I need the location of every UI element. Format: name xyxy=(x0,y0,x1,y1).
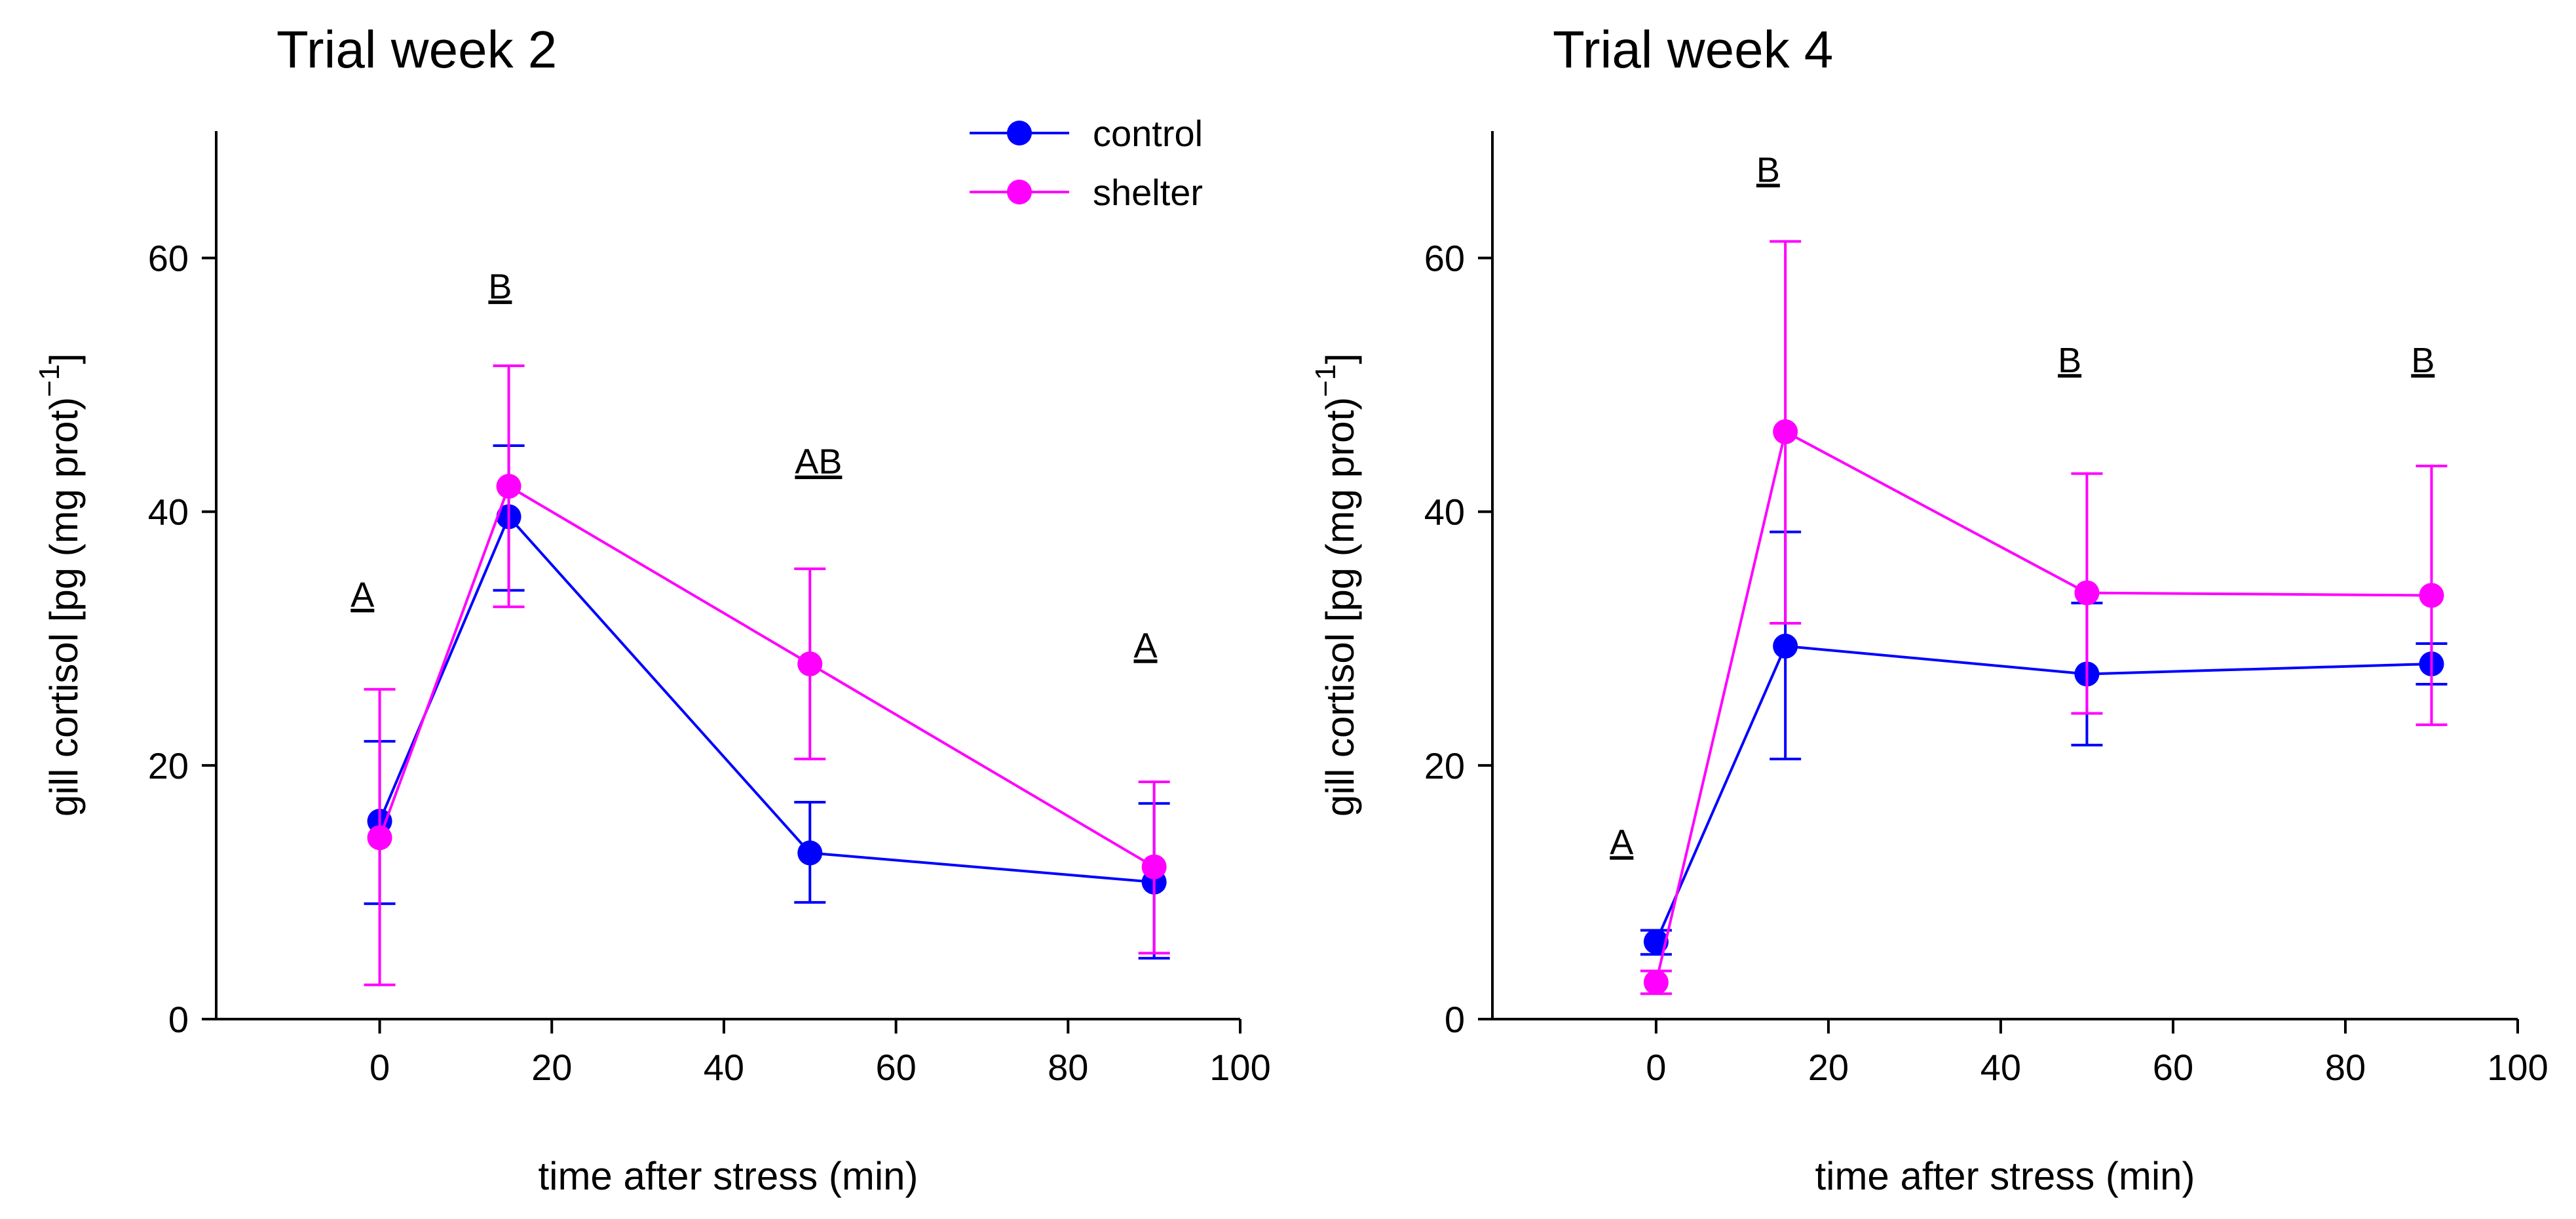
legend-marker-control xyxy=(1007,121,1032,145)
series-line-shelter xyxy=(1654,429,2432,983)
data-point-shelter xyxy=(1773,419,1798,444)
y-axis-label-superscript: −1 xyxy=(33,364,66,397)
data-point-shelter xyxy=(2419,583,2444,608)
y-axis-label: gill cortisol [pg (mg prot)−1] xyxy=(33,353,86,817)
y-tick-label: 40 xyxy=(148,492,189,533)
series-line-shelter xyxy=(378,484,1155,868)
significance-letter: B xyxy=(2058,341,2081,380)
x-tick-label: 20 xyxy=(1808,1047,1849,1088)
y-axis-label-close: ] xyxy=(1318,353,1362,364)
data-point-shelter xyxy=(797,651,823,676)
significance-letter: A xyxy=(1134,626,1158,665)
legend-label-control: control xyxy=(1093,113,1203,154)
y-tick-label: 20 xyxy=(148,745,189,786)
y-tick-label: 0 xyxy=(168,999,189,1040)
legend-marker-shelter xyxy=(1007,180,1032,204)
y-axis-label-main: gill cortisol [pg (mg prot) xyxy=(1318,397,1362,817)
chart-title: Trial week 2 xyxy=(276,20,557,79)
data-point-shelter xyxy=(1643,969,1669,995)
significance-letter: B xyxy=(2411,341,2434,380)
data-point-shelter xyxy=(367,825,392,851)
y-tick-label: 0 xyxy=(1445,999,1465,1040)
x-tick-label: 0 xyxy=(1646,1047,1666,1088)
y-axis-label-main: gill cortisol [pg (mg prot) xyxy=(42,397,86,817)
significance-letter: B xyxy=(1756,150,1780,189)
significance-letter: A xyxy=(350,575,374,615)
x-tick-label: 60 xyxy=(2153,1047,2193,1088)
data-point-shelter xyxy=(1141,854,1167,880)
y-axis-label: gill cortisol [pg (mg prot)−1] xyxy=(1310,353,1362,817)
significance-letter: A xyxy=(1610,822,1633,862)
x-tick-label: 0 xyxy=(369,1047,390,1088)
y-axis-label-close: ] xyxy=(42,353,86,364)
data-point-shelter xyxy=(496,474,521,499)
series-control xyxy=(364,444,1170,960)
significance-letter: B xyxy=(488,267,512,307)
chart-panel-2: Trial week 4 0 20 40 60 0 20 40 60 80 100 time afte… xyxy=(1310,20,2548,1198)
data-point-control xyxy=(797,840,823,866)
significance-letter: AB xyxy=(795,442,842,482)
series-line-control xyxy=(1655,644,2432,942)
x-tick-label: 100 xyxy=(1209,1047,1270,1088)
series-line-control xyxy=(378,514,1154,883)
data-point-shelter xyxy=(2074,580,2100,606)
x-tick-label: 60 xyxy=(875,1047,916,1088)
x-tick-label: 80 xyxy=(2325,1047,2366,1088)
chart-title: Trial week 4 xyxy=(1553,20,1833,79)
y-axis-label-superscript: −1 xyxy=(1310,364,1342,397)
x-tick-label: 80 xyxy=(1048,1047,1088,1088)
series-shelter xyxy=(364,364,1170,986)
x-axis-label: time after stress (min) xyxy=(538,1154,918,1198)
chart-panel-1: Trial week 2 0 20 40 60 0 20 40 60 80 100 time afte… xyxy=(33,20,1271,1198)
data-point-control xyxy=(1773,633,1798,659)
y-tick-label: 40 xyxy=(1424,492,1465,533)
y-tick-label: 60 xyxy=(1424,238,1465,279)
legend: control shelter xyxy=(970,113,1203,213)
y-tick-label: 60 xyxy=(148,238,189,279)
x-tick-label: 100 xyxy=(2487,1047,2548,1088)
series-shelter xyxy=(1640,240,2448,996)
x-tick-label: 40 xyxy=(704,1047,744,1088)
data-point-control xyxy=(1643,929,1669,954)
x-tick-label: 40 xyxy=(1980,1047,2021,1088)
legend-label-shelter: shelter xyxy=(1093,172,1203,213)
x-axis-label: time after stress (min) xyxy=(1815,1154,2195,1198)
x-tick-label: 20 xyxy=(531,1047,572,1088)
y-tick-label: 20 xyxy=(1424,745,1465,786)
